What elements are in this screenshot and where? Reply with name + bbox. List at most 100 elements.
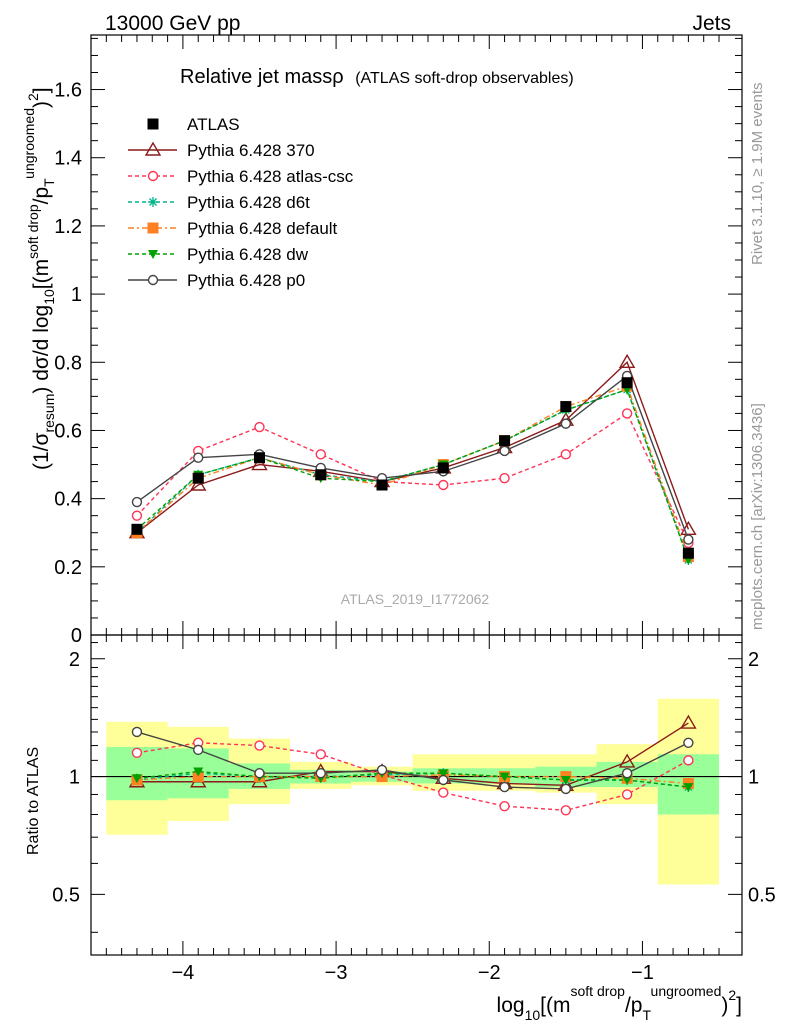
series-line-pythia-6-428-default [136,385,690,557]
series-point-pythia-6-428-p0 [499,445,510,457]
series-point-pythia-6-428-370 [618,353,636,368]
tick-labels: −4 −3 −2 −1 0 0.2 0.4 0.6 0.8 1 1.2 1.4 1.6 0.5 0.5 1 1 2… [52,80,776,984]
series-point-pythia-6-428-p0 [131,496,143,508]
ratio-tick-label: 1 [69,767,80,789]
y-tick-label: 1 [71,284,82,306]
legend-marker-pythia-6-428-default [147,222,159,234]
mcplots-label: mcplots.cern.ch [arXiv:1306.3436] [749,403,766,630]
ratio-point-pythia-6-428-p0 [560,783,572,795]
legend-marker-pythia-6-428-370 [144,141,162,156]
ratio-point-pythia-6-428-p0 [131,726,143,738]
ratio-point-pythia-6-428-p0 [499,781,510,793]
rivet-label: Rivet 3.1.10, ≥ 1.9M events [749,83,766,266]
atlas-data-point [253,452,265,464]
series-point-pythia-6-428-370 [251,456,268,471]
ratio-line-pythia-6-428-p0 [136,731,689,790]
y-tick-label: 0.8 [54,352,82,374]
ratio-tick-label: 2 [69,649,80,671]
atlas-data-point [131,523,143,535]
header-right: Jets [692,12,731,35]
ratio-series [128,714,697,816]
ratio-point-pythia-6-428-p0 [683,737,694,748]
series-point-pythia-6-428-p0 [683,534,694,545]
ratio-point-pythia-6-428-p0 [193,744,204,756]
ratio-point-pythia-6-428-atlas-csc [683,755,694,766]
series-line-pythia-6-428-dw [136,388,690,561]
legend-marker-atlas [147,118,159,130]
x-tick-label: −2 [478,962,501,984]
legend-label-pythia-6-428-370: Pythia 6.428 370 [187,141,315,160]
x-axis-label: log10[(msoft drop/pTungroomed)2] [497,983,742,1023]
y-tick-label: 1.2 [54,216,82,238]
ratio-point-pythia-6-428-370 [618,753,636,768]
atlas-data-points [131,377,694,559]
y-tick-label: 1.6 [54,80,82,102]
main-series [128,353,697,565]
ratio-line-pythia-6-428-atlas-csc [136,742,689,812]
x-tick-label: −3 [325,962,348,984]
plot-title: Relative jet massρ (ATLAS soft-drop obse… [180,66,574,88]
legend-marker-pythia-6-428-atlas-csc [147,170,159,182]
header-left: 13000 GeV pp [105,12,240,35]
ratio-point-pythia-6-428-dw [622,775,633,785]
ratio-point-pythia-6-428-default [192,771,204,783]
legend-marker-pythia-6-428-d6t [148,197,158,207]
ratio-point-pythia-6-428-dw [193,767,204,777]
ratio-point-pythia-6-428-dw [683,783,694,793]
legend-label-pythia-6-428-p0: Pythia 6.428 p0 [187,271,305,290]
atlas-data-point [376,479,388,491]
ratio-point-pythia-6-428-dw [499,772,510,782]
ratio-point-pythia-6-428-dw [560,775,571,785]
atlas-data-point [315,469,327,481]
ratio-point-pythia-6-428-p0 [376,764,388,776]
x-tick-label: −1 [631,962,654,984]
ratio-point-pythia-6-428-p0 [254,768,265,779]
series-point-pythia-6-428-370 [190,476,207,491]
atlas-data-point [621,377,633,389]
ratio-point-pythia-6-428-p0 [621,768,633,779]
x-tick-label: −4 [171,962,194,984]
y-tick-label: 0 [71,625,82,647]
series-line-pythia-6-428-atlas-csc [136,412,690,544]
ratio-plot-frame [90,634,743,956]
legend-label-pythia-6-428-atlas-csc: Pythia 6.428 atlas-csc [187,167,354,186]
series-point-pythia-6-428-atlas-csc [438,479,449,491]
plot-title-main: Relative jet massρ [180,66,344,88]
ratio-point-pythia-6-428-atlas-csc [499,801,510,812]
ratio-point-pythia-6-428-atlas-csc [131,747,143,759]
series-point-pythia-6-428-p0 [560,418,572,429]
legend-marker-pythia-6-428-p0 [147,274,159,286]
y-axis-label: (1/σresum) dσ/d log10[(msoft drop/pTungr… [21,87,57,470]
axis-ticks [91,35,742,955]
legend-label-atlas: ATLAS [187,115,240,134]
y-tick-label: 0.4 [54,489,82,511]
atlas-data-point [192,472,204,484]
series-point-pythia-6-428-atlas-csc [560,449,572,460]
ratio-point-pythia-6-428-p0 [315,768,326,779]
series-line-pythia-6-428-370 [136,361,690,534]
series-line-pythia-6-428-p0 [136,374,690,540]
ratio-point-pythia-6-428-370 [680,714,697,729]
atlas-data-point [682,547,694,559]
ratio-tick-label-right: 2 [748,649,759,671]
legend-label-pythia-6-428-default: Pythia 6.428 default [187,219,338,238]
series-point-pythia-6-428-atlas-csc [499,472,510,484]
ratio-tick-label: 0.5 [52,884,80,906]
ratio-point-pythia-6-428-atlas-csc [315,749,326,760]
y-tick-label: 0.2 [54,557,82,579]
legend-label-pythia-6-428-dw: Pythia 6.428 dw [187,245,309,264]
ratio-tick-label-right: 0.5 [748,884,776,906]
ratio-line-pythia-6-428-dw [136,770,689,788]
ratio-point-pythia-6-428-atlas-csc [438,787,449,798]
legend-label-pythia-6-428-d6t: Pythia 6.428 d6t [187,193,310,212]
ratio-point-pythia-6-428-atlas-csc [560,805,572,816]
analysis-watermark: ATLAS_2019_I1772062 [341,591,490,607]
series-point-pythia-6-428-atlas-csc [621,408,633,419]
legend-marker-pythia-6-428-dw [148,250,158,259]
ratio-point-pythia-6-428-atlas-csc [621,789,633,800]
plot-title-sub: (ATLAS soft-drop observables) [355,70,573,87]
series-point-pythia-6-428-atlas-csc [131,510,143,521]
series-point-pythia-6-428-atlas-csc [254,421,265,433]
y-tick-label: 0.6 [54,420,82,442]
